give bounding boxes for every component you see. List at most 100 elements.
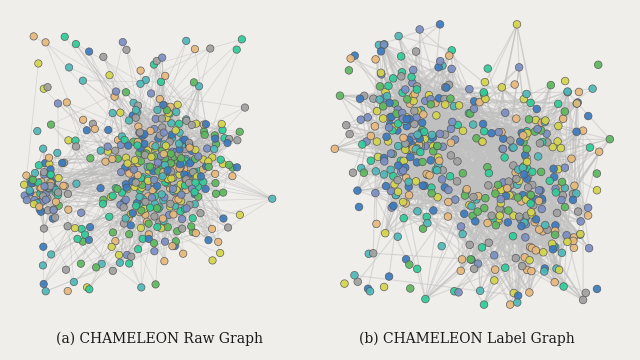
Point (548, 246, 558, 252)
Point (449, 103, 459, 109)
Point (160, 156, 170, 162)
Point (508, 213, 518, 219)
Point (227, 173, 237, 179)
Point (170, 203, 180, 208)
Point (400, 87, 410, 93)
Point (207, 257, 218, 263)
Point (61, 267, 71, 273)
Point (536, 127, 547, 133)
Point (160, 73, 170, 79)
Point (493, 129, 504, 135)
Point (531, 248, 541, 253)
Point (405, 285, 415, 291)
Point (173, 197, 184, 202)
Point (379, 95, 389, 101)
Point (379, 284, 389, 290)
Point (415, 133, 425, 139)
Point (26, 180, 36, 186)
Point (189, 80, 199, 85)
Point (538, 249, 548, 255)
Point (46, 252, 56, 257)
Point (511, 116, 522, 121)
Point (447, 48, 457, 53)
Point (477, 139, 487, 145)
Point (114, 252, 124, 258)
Point (124, 118, 134, 123)
Point (381, 183, 391, 189)
Point (466, 257, 476, 262)
Point (53, 175, 63, 181)
Point (412, 84, 422, 89)
Point (490, 267, 500, 273)
Point (415, 136, 425, 142)
Point (133, 103, 143, 108)
Point (45, 172, 56, 177)
Point (98, 54, 108, 60)
Point (157, 174, 168, 179)
Point (547, 241, 557, 247)
Point (63, 288, 73, 294)
Point (508, 145, 518, 150)
Point (145, 128, 156, 134)
Point (394, 33, 404, 39)
Point (120, 216, 131, 221)
Point (60, 34, 70, 40)
Point (144, 236, 154, 242)
Point (24, 188, 35, 193)
Point (207, 226, 217, 232)
Point (82, 127, 92, 133)
Point (25, 190, 35, 195)
Point (408, 146, 418, 152)
Point (160, 179, 170, 185)
Point (550, 232, 560, 238)
Point (29, 33, 39, 39)
Point (349, 273, 360, 278)
Point (392, 177, 403, 183)
Point (61, 100, 72, 105)
Point (70, 138, 81, 143)
Point (415, 149, 426, 155)
Point (518, 139, 529, 145)
Point (189, 189, 200, 195)
Point (108, 110, 118, 116)
Point (516, 198, 526, 204)
Point (508, 163, 518, 168)
Point (512, 182, 522, 188)
Point (400, 147, 410, 153)
Point (47, 179, 58, 185)
Point (379, 41, 389, 47)
Point (404, 184, 414, 190)
Point (525, 244, 535, 250)
Point (194, 84, 204, 89)
Text: (a) CHAMELEON Raw Graph: (a) CHAMELEON Raw Graph (56, 331, 264, 346)
Point (458, 128, 468, 134)
Point (155, 132, 165, 138)
Point (176, 190, 186, 196)
Point (412, 87, 422, 93)
Point (388, 173, 399, 179)
Point (134, 194, 145, 200)
Point (588, 86, 598, 91)
Point (592, 187, 602, 193)
Point (207, 154, 218, 160)
Point (453, 289, 463, 295)
Point (548, 243, 559, 249)
Point (390, 101, 400, 107)
Point (211, 141, 221, 147)
Point (179, 182, 189, 188)
Point (399, 144, 410, 149)
Point (159, 218, 169, 224)
Point (184, 142, 195, 148)
Point (536, 120, 547, 126)
Point (235, 212, 245, 218)
Point (98, 201, 108, 207)
Point (168, 175, 179, 181)
Point (111, 89, 121, 94)
Point (344, 68, 354, 73)
Point (163, 154, 173, 160)
Point (560, 165, 570, 171)
Point (163, 224, 173, 230)
Point (68, 279, 79, 285)
Point (163, 177, 173, 183)
Point (504, 193, 515, 198)
